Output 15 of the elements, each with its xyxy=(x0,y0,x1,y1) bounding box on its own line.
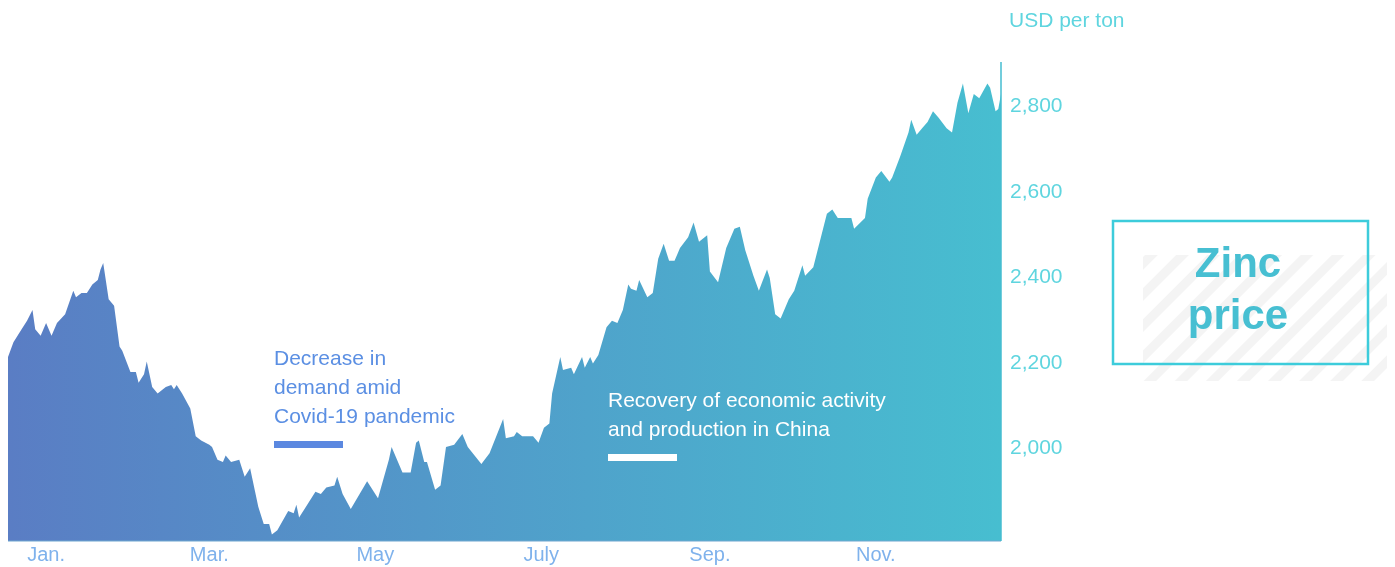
x-tick-label: July xyxy=(523,543,560,565)
x-tick-label: May xyxy=(356,543,395,565)
x-tick-label: Nov. xyxy=(856,543,896,565)
x-tick-label: Sep. xyxy=(689,543,731,565)
x-tick-label: Mar. xyxy=(189,543,229,565)
y-tick-label: 2,600 xyxy=(1010,178,1063,202)
y-tick-label: 2,800 xyxy=(1010,93,1063,117)
y-tick-label: 2,000 xyxy=(1010,435,1063,459)
annotation: Decrease in demand amid Covid-19 pandemic xyxy=(274,346,455,427)
text: Zinc price xyxy=(1187,239,1289,338)
y-tick-label: 2,400 xyxy=(1010,264,1063,288)
y-axis-title: USD per ton xyxy=(1009,8,1125,31)
y-tick-label: 2,200 xyxy=(1010,349,1063,373)
x-tick-label: Jan. xyxy=(27,543,65,565)
annotation: Recovery of economic activity and production in China xyxy=(608,388,887,440)
